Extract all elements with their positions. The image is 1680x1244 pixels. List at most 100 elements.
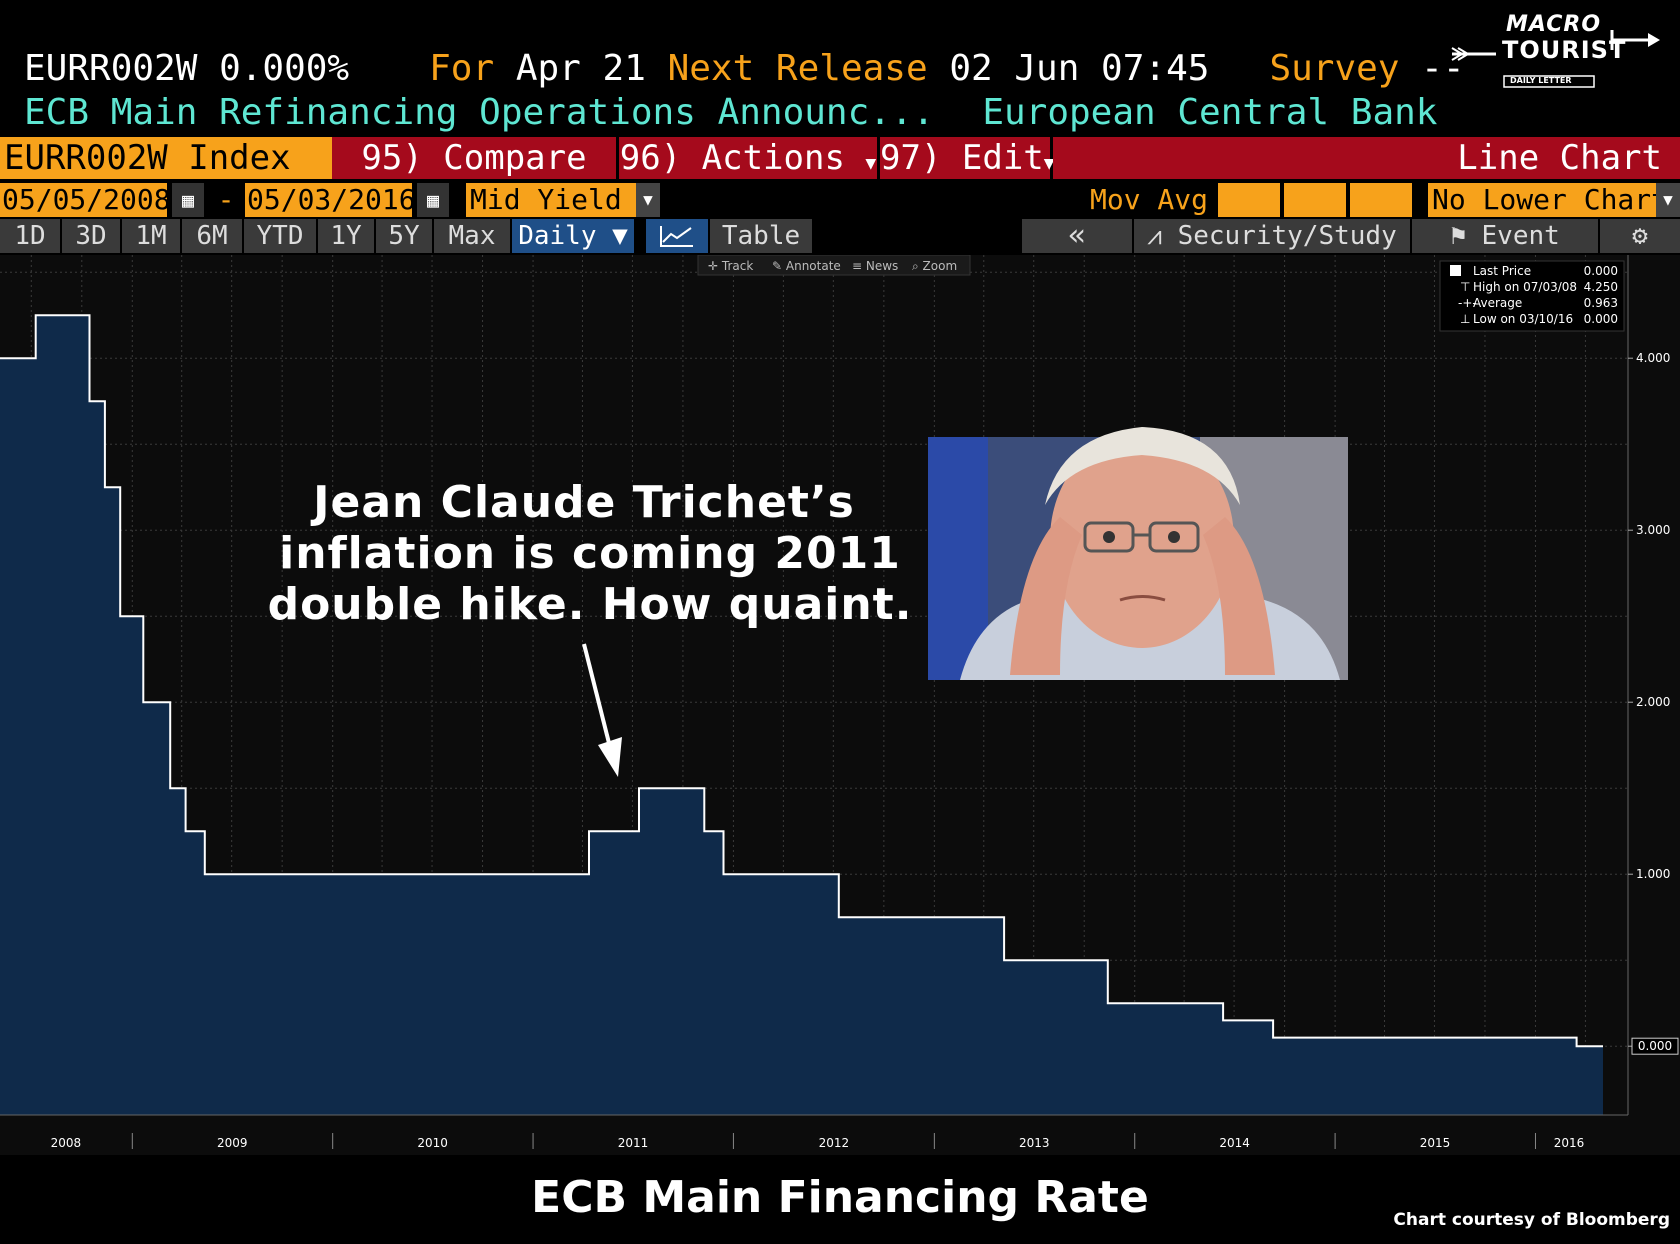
period-1m-button[interactable]: 1M <box>122 219 180 253</box>
index-label[interactable]: EURR002W Index <box>0 137 334 179</box>
x-tick-label: 2011 <box>618 1136 649 1150</box>
average-marker-icon: -+- <box>1458 296 1477 310</box>
next-release-value: 02 Jun 07:45 <box>949 48 1210 89</box>
annotate-tool[interactable]: ✎ Annotate <box>772 259 841 273</box>
rate-chart: 4.000 3.000 2.000 1.000 2008 2009 2010 2011 201… <box>0 255 1680 1155</box>
x-tick-label: 2014 <box>1219 1136 1250 1150</box>
logo-line-3: DAILY LETTER <box>1510 76 1572 85</box>
crosshair-icon: ✛ <box>708 259 722 273</box>
legend-high-label: High on 07/03/08 <box>1473 280 1577 294</box>
edit-button[interactable]: 97) Edit▼ <box>880 137 1055 179</box>
line-chart-view-button[interactable] <box>646 219 708 253</box>
mov-avg-field-1[interactable] <box>1218 183 1280 217</box>
period-max-button[interactable]: Max <box>434 219 510 253</box>
annotation-line-1: Jean Claude Trichet’s <box>310 477 855 528</box>
news-icon: ≡ <box>852 259 866 273</box>
chevron-down-icon[interactable]: ▼ <box>636 183 660 217</box>
logo-line-1: MACRO <box>1506 12 1602 37</box>
line-chart-icon <box>660 226 693 247</box>
chart-credit: Chart courtesy of Bloomberg <box>1393 1210 1670 1230</box>
legend: Last Price 0.000 ⊤ High on 07/03/08 4.25… <box>1439 260 1625 332</box>
news-label: News <box>866 259 898 273</box>
period-1y-button[interactable]: 1Y <box>318 219 374 253</box>
y-tick-label: 3.000 <box>1636 523 1670 537</box>
start-date-field[interactable]: 05/05/2008 <box>0 183 171 217</box>
y-axis-ticks: 4.000 3.000 2.000 1.000 <box>1628 351 1670 1047</box>
period-ytd-button[interactable]: YTD <box>244 219 316 253</box>
description: ECB Main Refinancing Operations Announc.… <box>24 92 935 133</box>
table-view-button[interactable]: Table <box>710 219 812 253</box>
mov-avg-label: Mov Avg <box>1090 183 1209 216</box>
for-value: Apr 21 <box>515 48 646 89</box>
back-button[interactable]: « <box>1022 219 1132 253</box>
pencil-icon: ✎ <box>772 259 786 273</box>
legend-low-value: 0.000 <box>1584 312 1618 326</box>
legend-high-value: 4.250 <box>1584 280 1618 294</box>
settings-button[interactable]: ⚙ <box>1600 219 1680 253</box>
legend-low-label: Low on 03/10/16 <box>1473 312 1573 326</box>
period-row: 1D 3D 1M 6M YTD 1Y 5Y Max Daily ▼ Table … <box>0 219 1680 253</box>
logo-line-2: TOURIST <box>1502 36 1627 64</box>
ticker-value: EURR002W 0.000% <box>24 48 350 89</box>
chart-study-icon: ⩘ <box>1147 221 1162 251</box>
x-tick-label: 2012 <box>819 1136 850 1150</box>
security-study-button[interactable]: ⩘ Security/Study <box>1134 219 1410 253</box>
field-select[interactable]: Mid Yield <box>466 183 636 217</box>
toolbar: EURR002W Index 95) Compare 96) Actions ▼… <box>0 137 1680 179</box>
y-tick-label: 2.000 <box>1636 695 1670 709</box>
legend-average-label: Average <box>1473 296 1522 310</box>
next-release-label: Next Release <box>667 48 928 89</box>
y-tick-label: 1.000 <box>1636 867 1670 881</box>
high-marker-icon: ⊤ <box>1460 280 1470 294</box>
annotation-arrow-icon <box>582 643 622 777</box>
annotation-line-3: double hike. How quaint. <box>268 579 913 630</box>
actions-label: 96) Actions <box>619 138 845 178</box>
news-tool[interactable]: ≡ News <box>852 259 898 273</box>
legend-last-price-label: Last Price <box>1473 264 1531 278</box>
track-tool[interactable]: ✛ Track <box>708 259 753 273</box>
period-5y-button[interactable]: 5Y <box>376 219 432 253</box>
source: European Central Bank <box>982 92 1438 133</box>
period-6m-button[interactable]: 6M <box>182 219 242 253</box>
actions-button[interactable]: 96) Actions ▼ <box>619 137 877 179</box>
calendar-icon[interactable]: ▦ <box>172 183 204 217</box>
calendar-icon[interactable]: ▦ <box>417 183 449 217</box>
chart-title: ECB Main Financing Rate <box>531 1172 1149 1223</box>
logo-arrows-icon <box>1451 30 1660 88</box>
x-tick-label: 2013 <box>1019 1136 1050 1150</box>
legend-average-value: 0.963 <box>1584 296 1618 310</box>
event-button[interactable]: ⚑ Event <box>1412 219 1598 253</box>
period-3d-button[interactable]: 3D <box>62 219 120 253</box>
security-study-label: Security/Study <box>1177 221 1397 251</box>
x-tick-label: 2016 <box>1554 1136 1585 1150</box>
legend-swatch-icon <box>1450 265 1461 276</box>
x-tick-label: 2010 <box>417 1136 448 1150</box>
compare-button[interactable]: 95) Compare <box>332 137 616 179</box>
end-date-field[interactable]: 05/03/2016 <box>245 183 416 217</box>
trichet-photo <box>928 427 1348 680</box>
compare-label: 95) Compare <box>361 138 587 178</box>
rate-area <box>0 315 1603 1115</box>
header-row-1: EURR002W 0.000% For Apr 21 Next Release 0… <box>24 48 1465 89</box>
zoom-tool[interactable]: ⌕ Zoom <box>912 259 957 273</box>
lower-chart-select[interactable]: No Lower Chart <box>1428 183 1668 217</box>
zoom-icon: ⌕ <box>912 259 923 273</box>
mov-avg-field-3[interactable] <box>1350 183 1412 217</box>
last-value-label: 0.000 <box>1638 1039 1672 1053</box>
chevron-down-icon: ▼ <box>865 153 877 174</box>
edit-label: 97) Edit <box>880 138 1044 178</box>
annotation-line-2: inflation is coming 2011 <box>279 528 901 579</box>
x-tick-label: 2015 <box>1420 1136 1451 1150</box>
period-1d-button[interactable]: 1D <box>0 219 60 253</box>
rate-line <box>0 314 1603 1048</box>
chart-type-selector[interactable]: Line Chart <box>1053 137 1680 179</box>
track-label: Track <box>721 259 753 273</box>
frequency-select[interactable]: Daily ▼ <box>512 219 634 253</box>
mov-avg-field-2[interactable] <box>1284 183 1346 217</box>
zoom-label: Zoom <box>923 259 958 273</box>
chevron-down-icon[interactable]: ▼ <box>1656 183 1680 217</box>
chart-type-label: Line Chart <box>1457 138 1662 178</box>
x-axis-ticks: 2008 2009 2010 2011 2012 2013 2014 2015 2016 <box>51 1133 1585 1150</box>
range-row: 05/05/2008 ▦ - 05/03/2016 ▦ Mid Yield ▼ … <box>0 183 1680 217</box>
annotate-label: Annotate <box>786 259 841 273</box>
